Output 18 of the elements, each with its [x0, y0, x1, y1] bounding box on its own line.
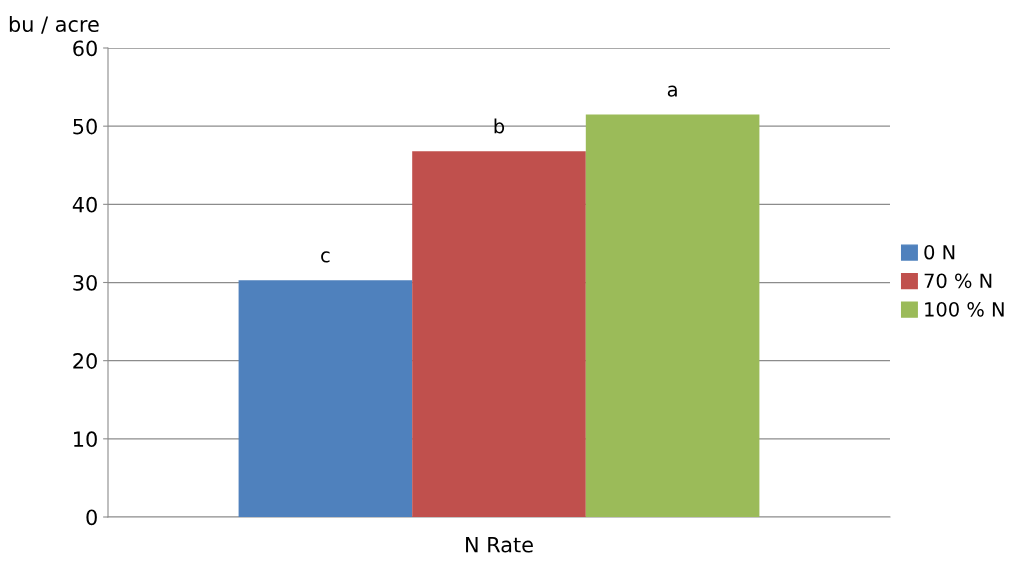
y-axis-title: bu / acre: [9, 15, 99, 34]
legend-label: 0 N: [924, 244, 955, 260]
y-tick-label: 10: [74, 431, 97, 448]
data-label: c: [321, 251, 330, 263]
y-tick-label: 40: [72, 196, 97, 213]
y-tick-label: 30: [73, 274, 97, 291]
y-tick-label: 50: [73, 118, 97, 135]
data-label: b: [494, 118, 505, 134]
bar: [585, 114, 760, 517]
y-tick-label: 60: [73, 40, 97, 57]
x-tick-label: N Rate: [466, 537, 533, 553]
y-tick-label: 0: [86, 509, 97, 526]
data-label: a: [667, 85, 677, 97]
bar: [412, 151, 586, 517]
legend-label: 70 % N: [924, 273, 992, 289]
bar: [238, 280, 413, 517]
legend-label: 100 % N: [925, 301, 1004, 317]
y-tick-label: 20: [73, 353, 97, 369]
